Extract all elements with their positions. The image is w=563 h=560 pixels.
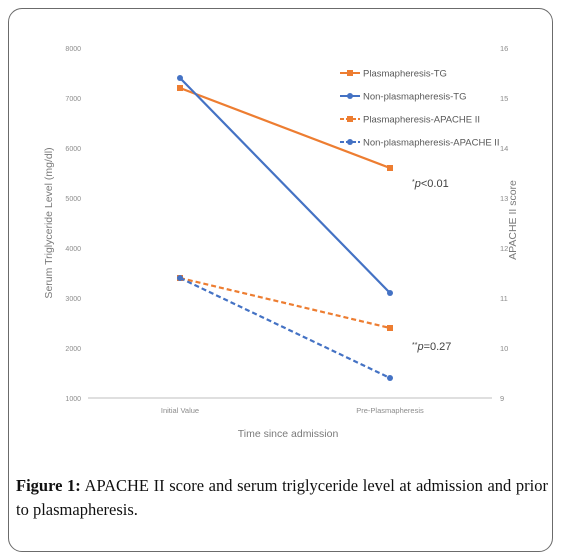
series-line [179,77,391,294]
data-point [177,75,183,81]
series-line [179,86,391,170]
x-axis-title: Time since admission [238,428,339,440]
y2-tick-label: 10 [500,344,508,353]
y-tick-label: 6000 [65,146,81,153]
data-point [387,325,393,331]
caption-text: APACHE II score and serum triglyceride l… [16,476,548,519]
chart-axes: 1000 2000 3000 4000 5000 6000 7000 8000 9 10 11 12 1… [43,44,519,440]
x-tick-label: Initial Value [161,406,199,415]
chart: 1000 2000 3000 4000 5000 6000 7000 8000 9 10 11 12 1… [43,44,519,440]
legend-marker [347,116,353,122]
y2-tick-label: 12 [500,244,508,253]
y2-tick-label: 15 [500,94,508,103]
y-tick-label: 2000 [65,346,81,353]
y-tick-label: 8000 [65,46,81,53]
legend-label: Non-plasmapheresis-APACHE II [363,138,500,149]
y-tick-label: 4000 [65,246,81,253]
y2-tick-label: 14 [500,144,508,153]
y2-tick-label: 16 [500,44,508,53]
legend-label: Plasmapheresis-APACHE II [363,115,480,126]
significance-annotation: **p=0.27 [412,341,451,353]
legend-label: Non-plasmapheresis-TG [363,92,466,103]
series-line [179,276,391,330]
y2-tick-label: 9 [500,394,504,403]
y-axis-title: Serum Triglyceride Level (mg/dl) [43,147,55,298]
chart-annotations: *p<0.01 **p=0.27 [412,178,451,353]
y2-tick-label: 13 [500,194,508,203]
x-tick-label: Pre-Plasmapheresis [356,406,424,415]
chart-series [177,75,393,381]
chart-legend: Plasmapheresis-TG Non-plasmapheresis-TG Pl… [340,69,500,149]
legend-label: Plasmapheresis-TG [363,69,447,80]
data-point [387,165,393,171]
data-point [177,275,183,281]
data-point [387,375,393,381]
caption-label: Figure 1: [16,476,81,495]
y2-axis-title: APACHE II score [507,180,519,260]
y-tick-label: 1000 [65,396,81,403]
data-point [387,290,393,296]
legend-marker [347,139,353,145]
y-tick-label: 5000 [65,196,81,203]
y-tick-label: 3000 [65,296,81,303]
figure-caption: Figure 1: APACHE II score and serum trig… [16,474,548,522]
legend-marker [347,93,353,99]
series-line [179,277,391,379]
figure-frame [8,8,553,552]
legend-marker [347,70,353,76]
y-tick-label: 7000 [65,96,81,103]
data-point [177,85,183,91]
y2-tick-label: 11 [500,294,508,303]
significance-annotation: *p<0.01 [412,178,449,190]
